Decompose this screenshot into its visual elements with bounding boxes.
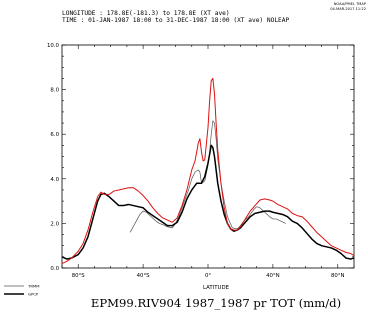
tick-labels: 0.0 2.0 4.0 6.0 8.0 10.0 80°S 40°S 0° 40°N 80°N: [47, 43, 345, 279]
header-time: TIME : 01-JAN-1987 18:00 to 31-DEC-1987 …: [62, 17, 290, 24]
chart-title: EPM99.RIV904 1987_1987 pr TOT (mm/d): [91, 296, 341, 310]
x-tick-label: 0°: [205, 273, 211, 279]
series-line-gpcp: [61, 144, 355, 260]
x-tick-label: 40°N: [266, 273, 280, 279]
x-tick-label: 40°S: [137, 273, 151, 279]
legend-label-gpcp: GPCP: [28, 292, 39, 297]
y-tick-label: 10.0: [47, 43, 60, 49]
y-tick-label: 8.0: [50, 88, 59, 94]
series-lines: [61, 77, 355, 264]
header-stamp-date: 04-MAR-2017 11:22: [330, 7, 366, 11]
header-longitude: LONGITUDE : 178.8E(-181.3) to 178.8E (XT…: [62, 10, 230, 17]
y-tick-label: 2.0: [50, 221, 59, 227]
axis-ticks: [61, 44, 355, 269]
y-tick-label: 4.0: [50, 177, 59, 183]
legend-label-trmm: TRMM: [27, 284, 40, 289]
x-tick-label: 80°N: [331, 273, 345, 279]
plot-frame: [61, 44, 355, 269]
y-tick-label: 0.0: [50, 266, 59, 272]
header-stamp-agency: NOAA/PMEL TMAP: [334, 2, 367, 6]
series-line-epm99-riv904: [61, 77, 355, 264]
x-tick-label: 80°S: [72, 273, 86, 279]
y-tick-label: 6.0: [50, 132, 59, 138]
legend: TRMM GPCP: [4, 284, 40, 297]
x-axis-label: LATITUDE: [203, 285, 230, 291]
